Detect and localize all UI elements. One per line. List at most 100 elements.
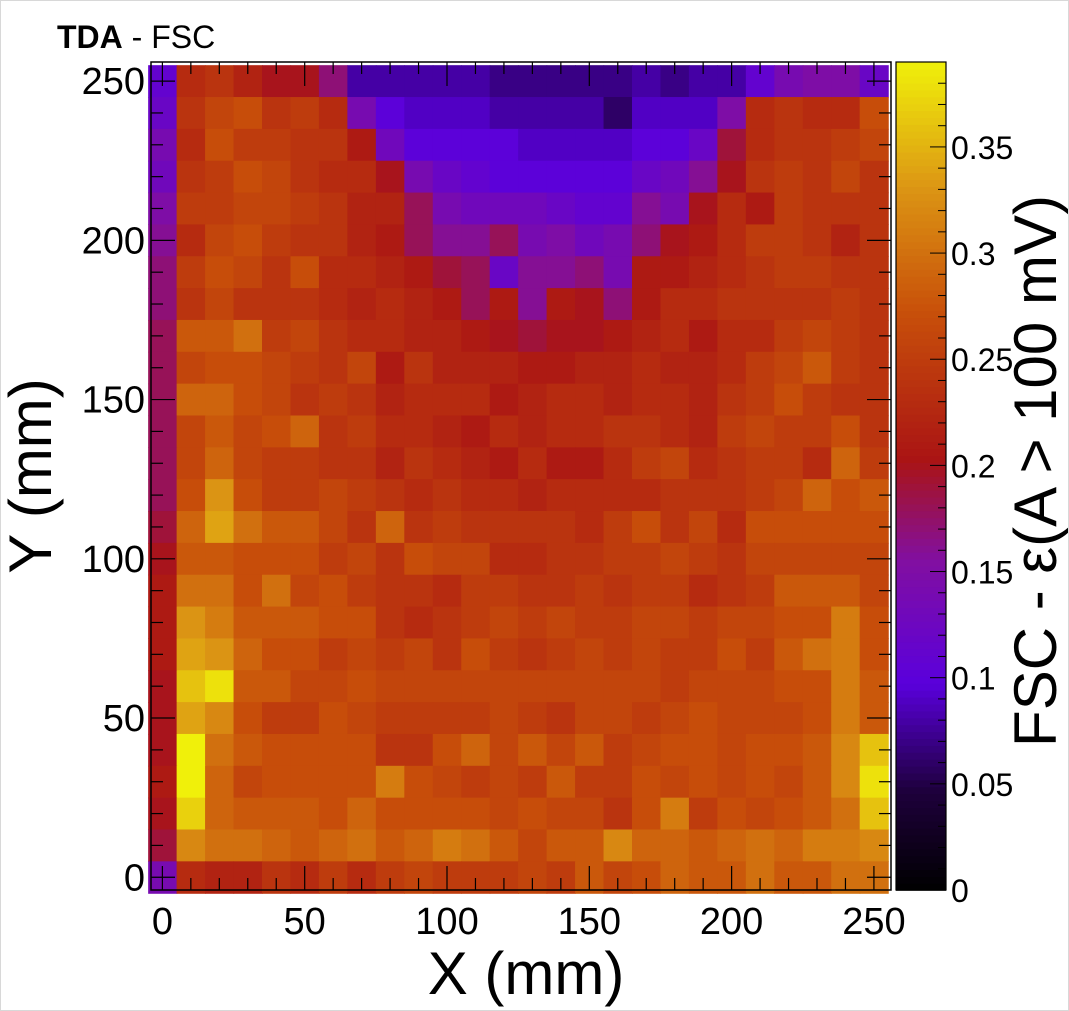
heatmap-cell xyxy=(831,97,861,130)
heatmap-cell xyxy=(290,447,320,480)
heatmap-cell xyxy=(233,733,263,767)
heatmap-cell xyxy=(575,447,605,480)
palette-segment xyxy=(896,144,946,153)
heatmap-cell xyxy=(375,574,405,608)
palette-segment xyxy=(896,565,946,574)
palette-segment xyxy=(896,551,946,560)
heatmap-cell xyxy=(347,192,377,226)
heatmap-cell xyxy=(632,479,662,512)
heatmap-cell xyxy=(660,351,690,385)
heatmap-cell xyxy=(318,192,348,226)
heatmap-cell xyxy=(632,447,662,480)
palette-segment xyxy=(896,876,946,884)
x-tick-label: 200 xyxy=(700,901,763,943)
heatmap-cell xyxy=(688,383,718,417)
heatmap-cell xyxy=(432,224,462,257)
palette-segment xyxy=(896,779,946,788)
heatmap-cell xyxy=(290,702,320,735)
heatmap-cell xyxy=(205,256,235,289)
heatmap-cell xyxy=(831,383,861,417)
palette-segment xyxy=(896,848,946,857)
heatmap-cell xyxy=(717,670,747,703)
heatmap-cell xyxy=(318,288,348,321)
palette-segment xyxy=(896,400,946,408)
heatmap-cell xyxy=(688,797,718,831)
heatmap-cell xyxy=(176,511,206,544)
heatmap-cell xyxy=(575,288,605,321)
heatmap-cell xyxy=(347,256,377,289)
palette-tick-label: 0.2 xyxy=(951,448,995,484)
heatmap-cell xyxy=(290,319,320,353)
heatmap-cell xyxy=(375,606,405,640)
heatmap-cell xyxy=(347,797,377,831)
y-axis-label: Y (mm) xyxy=(1,378,64,574)
heatmap-cell xyxy=(603,479,633,512)
heatmap-cell xyxy=(632,224,662,257)
heatmap-cell xyxy=(262,447,292,480)
heatmap-cell xyxy=(290,415,320,448)
heatmap-cell xyxy=(575,765,605,799)
heatmap-cell xyxy=(546,733,576,767)
heatmap-cell xyxy=(375,765,405,799)
heatmap-cell xyxy=(290,606,320,640)
heatmap-cell xyxy=(290,765,320,799)
heatmap-cell xyxy=(375,829,405,862)
heatmap-cell xyxy=(375,224,405,257)
heatmap-cell xyxy=(603,160,633,194)
palette-segment xyxy=(896,248,946,256)
title-rest: - FSC xyxy=(122,19,216,55)
heatmap-cell xyxy=(660,702,690,735)
heatmap-cell xyxy=(660,192,690,226)
heatmap-cell xyxy=(717,288,747,321)
heatmap-cell xyxy=(290,128,320,162)
heatmap-cell xyxy=(489,415,519,448)
heatmap-cell xyxy=(347,702,377,735)
heatmap-cell xyxy=(518,319,548,353)
heatmap-cell xyxy=(233,479,263,512)
heatmap-cell xyxy=(432,574,462,608)
heatmap-cell xyxy=(688,479,718,512)
heatmap-cell xyxy=(688,192,718,226)
palette-segment xyxy=(896,793,946,802)
heatmap-cell xyxy=(205,829,235,862)
heatmap-cell xyxy=(375,447,405,480)
palette-segment xyxy=(896,531,946,539)
heatmap-cell xyxy=(660,97,690,130)
y-tick-label: 100 xyxy=(82,539,145,581)
palette-segment xyxy=(896,800,946,808)
palette-segment xyxy=(896,434,946,443)
palette-segment xyxy=(896,841,946,850)
heatmap-cell xyxy=(603,319,633,353)
palette-segment xyxy=(896,379,946,388)
heatmap-cell xyxy=(375,383,405,417)
heatmap-cell xyxy=(745,97,775,130)
palette-segment xyxy=(896,572,946,581)
heatmap-cell xyxy=(176,415,206,448)
heatmap-cell xyxy=(688,256,718,289)
heatmap-cell xyxy=(802,765,832,799)
heatmap-cell xyxy=(632,351,662,385)
heatmap-cell xyxy=(262,351,292,385)
heatmap-cell xyxy=(432,479,462,512)
palette-segment xyxy=(896,758,946,767)
heatmap-cell xyxy=(688,574,718,608)
heatmap-cell xyxy=(262,511,292,544)
heatmap-cell xyxy=(176,128,206,162)
palette-segment xyxy=(896,614,946,622)
heatmap-cell xyxy=(347,606,377,640)
heatmap-cell xyxy=(262,160,292,194)
heatmap-cell xyxy=(375,733,405,767)
heatmap-cell xyxy=(603,702,633,735)
heatmap-cell xyxy=(432,638,462,671)
heatmap-cell xyxy=(489,511,519,544)
heatmap-cell xyxy=(262,288,292,321)
heatmap-cell xyxy=(717,702,747,735)
heatmap-cell xyxy=(290,97,320,130)
heatmap-cell xyxy=(262,797,292,831)
heatmap-cell xyxy=(774,383,804,417)
heatmap-cell xyxy=(233,160,263,194)
heatmap-cell xyxy=(205,733,235,767)
heatmap-cell xyxy=(632,383,662,417)
heatmap-cell xyxy=(546,415,576,448)
palette-tick-label: 0.35 xyxy=(951,130,1013,166)
